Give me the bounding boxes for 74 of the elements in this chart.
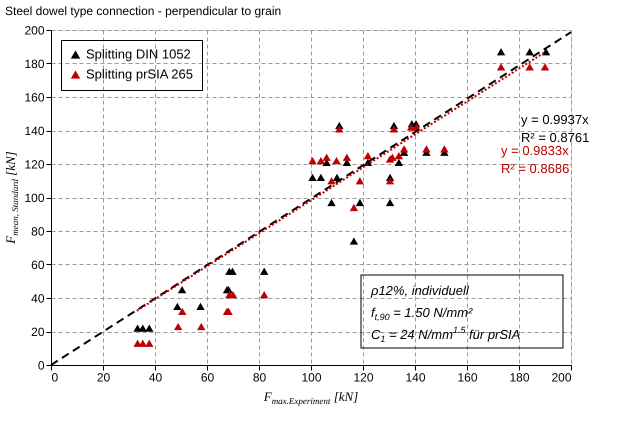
point [178,286,186,294]
y-tick-label: 200 [24,24,45,38]
point [174,322,182,330]
point [260,268,268,275]
x-tick-label: 100 [301,370,322,384]
point [228,291,238,298]
x-tick-label: 80 [252,370,266,384]
point [327,198,336,206]
x-tick-label: 40 [148,370,162,384]
x-tick-label: 180 [509,370,530,384]
annotation: y = 0.9833x [501,143,570,158]
point [525,63,534,70]
point [335,125,344,132]
annotation: R² = 0.8761 [521,130,590,145]
point [356,177,364,184]
point [308,157,317,164]
x-tick-label: 0 [52,370,58,384]
x-tick-label: 200 [551,370,572,384]
y-tick-label: 100 [24,191,45,205]
point [316,157,326,164]
point [525,48,534,56]
point [145,324,154,332]
point [332,157,341,164]
point [496,48,506,56]
y-tick-label: 160 [24,90,45,104]
x-tick-label: 140 [405,370,426,384]
annotation: ρ12%, individuell [370,283,470,298]
point [145,340,154,347]
point [496,63,506,70]
point [350,237,358,245]
legend-label: Splitting prSIA 265 [86,66,193,82]
point [390,125,398,132]
point [260,291,268,298]
point [138,324,147,332]
x-tick-label: 160 [457,370,478,384]
y-tick-label: 140 [24,124,45,138]
point [197,322,206,330]
legend-label: Splitting DIN 1052 [86,46,191,62]
point [316,174,326,182]
y-tick-label: 80 [31,224,45,238]
point [196,302,205,310]
point [350,204,358,212]
point [322,154,331,161]
point [173,302,182,310]
point [440,145,449,153]
y-tick-label: 20 [31,325,45,339]
point [394,158,404,166]
point [400,145,408,153]
point [356,198,364,206]
point [364,152,372,160]
point [138,340,147,347]
y-tick-label: 180 [24,57,45,71]
point [422,145,431,153]
point [386,177,394,184]
point [540,63,550,70]
y-tick-label: 40 [31,292,45,306]
chart-title: Steel dowel type connection - perpendicular to grain [5,4,282,18]
point [542,48,550,56]
x-tick-label: 60 [200,370,214,384]
x-tick-label: 120 [353,370,374,384]
annotation: R² = 0.8686 [501,161,570,176]
annotation: y = 0.9937x [521,112,590,127]
y-tick-label: 120 [24,158,45,172]
y-tick-label: 0 [38,358,45,372]
point [342,154,352,161]
point [394,152,404,160]
x-tick-label: 20 [96,370,110,384]
point [308,174,317,182]
y-tick-label: 60 [31,258,45,272]
point [327,177,336,184]
y-axis-title: Fmean, Standard [kN] [3,151,20,245]
point [178,308,186,316]
point [228,268,237,275]
point [386,198,394,206]
